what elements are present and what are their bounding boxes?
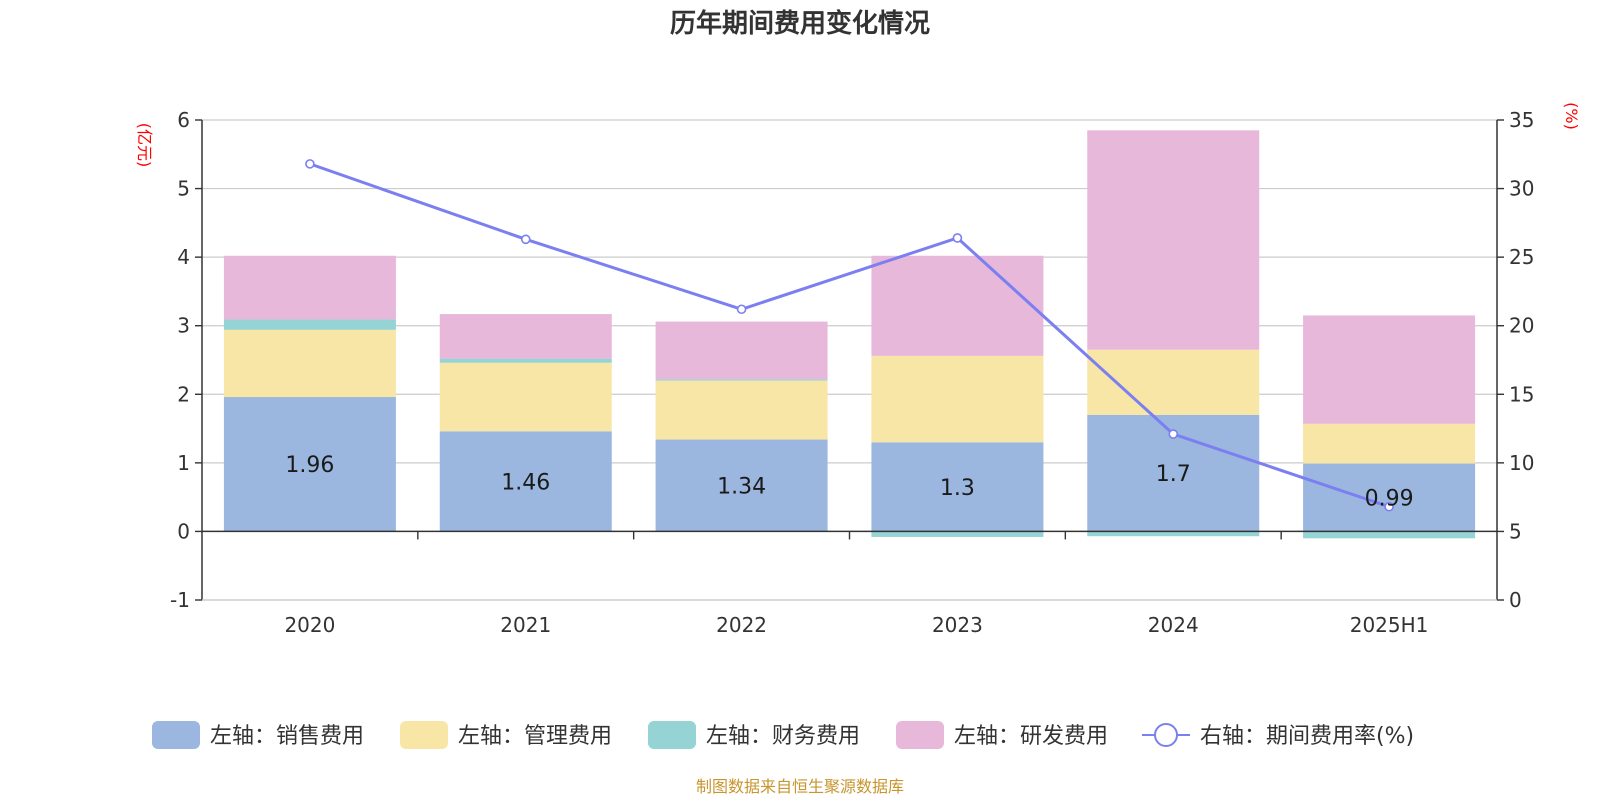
bar-segment bbox=[439, 431, 612, 532]
grid bbox=[202, 119, 1497, 601]
legend-label: 右轴：期间费用率(%) bbox=[1200, 724, 1414, 749]
left-axis-tick-label: -1 bbox=[170, 588, 190, 612]
right-axis-tick-label: 15 bbox=[1509, 382, 1534, 406]
bar-segment bbox=[1087, 130, 1260, 350]
right-axis-tick-label: 20 bbox=[1509, 314, 1534, 338]
right-axis-tick-label: 30 bbox=[1509, 177, 1534, 201]
bar-data-label: 1.46 bbox=[501, 470, 550, 495]
right-axis-tick-label: 25 bbox=[1509, 245, 1534, 269]
right-axis-tick-label: 10 bbox=[1509, 451, 1534, 475]
bar-segment bbox=[1303, 531, 1476, 539]
bar-segment bbox=[655, 321, 828, 380]
bar-data-label: 1.3 bbox=[940, 476, 975, 501]
legend-swatch bbox=[648, 721, 696, 749]
legend-label: 左轴：财务费用 bbox=[706, 724, 860, 749]
axes: -1 0 1 2 3 4 5 6 0 5 10 15 20 25 30 35 2020 2021 2022 2023 2… bbox=[170, 108, 1534, 637]
legend: 左轴：销售费用 左轴：管理费用 左轴：财务费用 左轴：研发费用 右轴：期间费用率(%) bbox=[152, 721, 1414, 749]
bar-data-label: 1.7 bbox=[1156, 462, 1191, 487]
source-note: 制图数据来自恒生聚源数据库 bbox=[696, 777, 904, 796]
rate-line-point bbox=[520, 234, 531, 245]
bar-segment bbox=[655, 380, 828, 440]
bar-segment bbox=[871, 355, 1044, 443]
bar-segment bbox=[223, 319, 396, 330]
legend-line-marker bbox=[1154, 723, 1178, 747]
left-axis-tick-label: 1 bbox=[177, 451, 190, 475]
bar-segment bbox=[439, 314, 612, 359]
right-axis-tick-label: 0 bbox=[1509, 588, 1522, 612]
bar-segment bbox=[655, 379, 828, 381]
left-axis-tick-label: 0 bbox=[177, 519, 190, 543]
right-axis-tick-label: 35 bbox=[1509, 108, 1534, 132]
bar-segment bbox=[871, 531, 1044, 537]
left-axis-tick-label: 6 bbox=[177, 108, 190, 132]
rate-line-point bbox=[952, 233, 963, 243]
rate-line-point bbox=[736, 304, 747, 315]
bar-segment bbox=[1087, 531, 1260, 537]
left-axis-tick-label: 5 bbox=[177, 177, 190, 201]
data-labels: 1.96 1.46 1.34 1.3 1.7 0.99 bbox=[285, 453, 1413, 511]
bar-segment bbox=[223, 255, 396, 320]
right-axis-tick-label: 5 bbox=[1509, 519, 1522, 543]
x-axis-tick-label: 2024 bbox=[1148, 613, 1199, 637]
legend-label: 左轴：管理费用 bbox=[458, 724, 612, 749]
legend-swatch bbox=[896, 721, 944, 749]
bar-segment bbox=[871, 442, 1044, 532]
bar-segment bbox=[655, 439, 828, 532]
legend-label: 左轴：销售费用 bbox=[210, 724, 364, 749]
x-axis-tick-label: 2025H1 bbox=[1350, 613, 1429, 637]
bar-segment bbox=[439, 358, 612, 363]
x-axis-tick-label: 2021 bbox=[500, 613, 551, 637]
bar-segment bbox=[1303, 463, 1476, 532]
left-axis-tick-label: 2 bbox=[177, 382, 190, 406]
right-axis-unit: (%) bbox=[1562, 102, 1581, 130]
bar-segment bbox=[223, 329, 396, 398]
legend-swatch bbox=[152, 721, 200, 749]
legend-label: 左轴：研发费用 bbox=[954, 724, 1108, 749]
bar-segment bbox=[871, 255, 1044, 356]
left-axis-tick-label: 4 bbox=[177, 245, 190, 269]
rate-line-path bbox=[309, 162, 1390, 509]
rate-line-point bbox=[1168, 429, 1179, 439]
bars bbox=[223, 130, 1476, 539]
left-axis-unit: (亿元) bbox=[135, 123, 154, 168]
chart-title: 历年期间费用变化情况 bbox=[670, 8, 930, 39]
bar-data-label: 1.34 bbox=[717, 474, 766, 499]
left-axis-tick-label: 3 bbox=[177, 314, 190, 338]
bar-segment bbox=[1087, 349, 1260, 415]
bar-segment bbox=[223, 397, 396, 532]
bar-data-label: 0.99 bbox=[1365, 486, 1414, 511]
bar-segment bbox=[1303, 315, 1476, 424]
x-axis-tick-label: 2020 bbox=[284, 613, 335, 637]
rate-line bbox=[305, 159, 1394, 512]
bar-segment bbox=[1303, 423, 1476, 464]
bar-segment bbox=[439, 362, 612, 432]
rate-line-point bbox=[1384, 501, 1394, 512]
legend-swatch bbox=[400, 721, 448, 749]
x-axis-tick-label: 2022 bbox=[716, 613, 767, 637]
x-axis-tick-label: 2023 bbox=[932, 613, 983, 637]
rate-line-point bbox=[305, 159, 315, 169]
bar-data-label: 1.96 bbox=[285, 453, 334, 478]
